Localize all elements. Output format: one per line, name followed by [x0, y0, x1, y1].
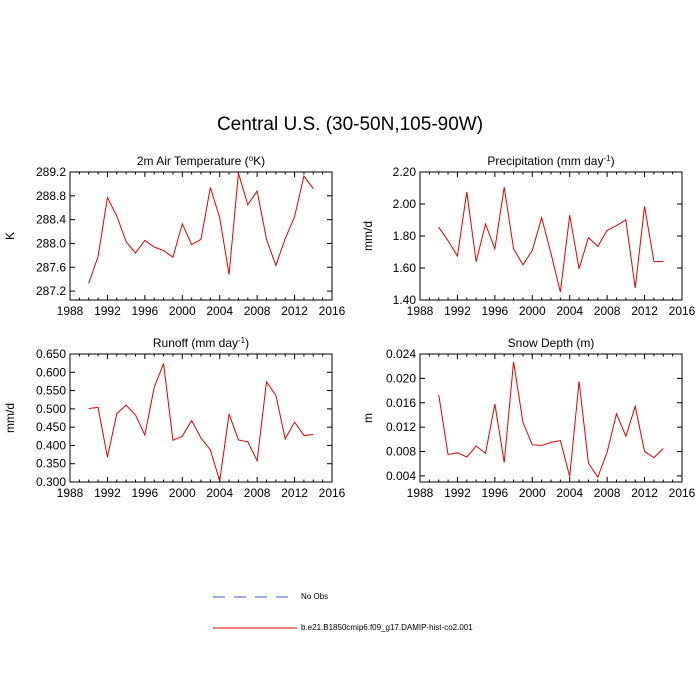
chart-1-xtick-label: 2008 — [244, 304, 271, 318]
chart-1-ytick-label: 289.2 — [36, 165, 66, 179]
chart-2-title: Precipitation (mm day-1) — [487, 154, 614, 169]
chart-4-xtick-label: 2016 — [669, 486, 696, 500]
chart-3-ytick-label: 0.600 — [36, 365, 66, 379]
chart-1-ytick-label: 288.8 — [36, 189, 66, 203]
chart-4-xtick-label: 2004 — [556, 486, 583, 500]
chart-3-series-line — [88, 363, 314, 482]
chart-1-ytick-label: 287.6 — [36, 260, 66, 274]
chart-3-xtick-label: 2000 — [169, 486, 196, 500]
chart-3-ytick-label: 0.350 — [36, 457, 66, 471]
chart-3-xtick-label: 2008 — [244, 486, 271, 500]
chart-4-xtick-label: 1992 — [444, 486, 471, 500]
chart-4-xtick-label: 2008 — [594, 486, 621, 500]
chart-3-xtick-label: 2004 — [206, 486, 233, 500]
chart-3-ytick-label: 0.300 — [36, 475, 66, 489]
chart-4-ytick-label: 0.020 — [386, 371, 416, 385]
chart-3-title: Runoff (mm day-1) — [153, 336, 249, 351]
chart-3-frame — [69, 353, 333, 483]
chart-4-series-line — [438, 361, 664, 479]
chart-2-series-line — [438, 187, 664, 293]
chart-1-ytick-label: 288.4 — [36, 213, 66, 227]
chart-2-ytick-label: 1.60 — [393, 261, 417, 275]
chart-2-xtick-label: 2000 — [519, 304, 546, 318]
chart-4-ytick-label: 0.008 — [386, 445, 416, 459]
chart-1-xtick-label: 2004 — [206, 304, 233, 318]
chart-4-frame — [419, 353, 683, 483]
chart-1-ytick-label: 288.0 — [36, 236, 66, 250]
chart-3-ytick-label: 0.450 — [36, 420, 66, 434]
chart-3-ytick-label: 0.400 — [36, 438, 66, 452]
chart-2-xtick-label: 2012 — [631, 304, 658, 318]
chart-1-ylabel: K — [3, 232, 17, 240]
chart-2-xtick-label: 2008 — [594, 304, 621, 318]
chart-4-xtick-label: 2012 — [631, 486, 658, 500]
chart-3-xtick-label: 1992 — [94, 486, 121, 500]
chart-2-xtick-label: 2016 — [669, 304, 696, 318]
chart-2-xtick-label: 1992 — [444, 304, 471, 318]
chart-1-xtick-label: 2012 — [281, 304, 308, 318]
chart-4-ylabel: m — [361, 413, 375, 423]
chart-4-ytick-label: 0.012 — [386, 420, 416, 434]
chart-2-xtick-label: 1996 — [482, 304, 509, 318]
chart-2-xtick-label: 1988 — [407, 304, 434, 318]
chart-4-xtick-label: 1988 — [407, 486, 434, 500]
chart-4-xtick-label: 2000 — [519, 486, 546, 500]
chart-4-ytick-label: 0.024 — [386, 347, 416, 361]
chart-2-ytick-label: 2.20 — [393, 165, 417, 179]
chart-1-xtick-label: 2016 — [319, 304, 346, 318]
chart-4-title: Snow Depth (m) — [508, 336, 595, 350]
chart-3-ytick-label: 0.650 — [36, 347, 66, 361]
chart-3-ylabel: mm/d — [3, 403, 17, 433]
chart-4-ytick-label: 0.016 — [386, 396, 416, 410]
chart-3-ytick-label: 0.500 — [36, 402, 66, 416]
chart-3-xtick-label: 2016 — [319, 486, 346, 500]
chart-2-frame — [419, 171, 683, 301]
chart-1-xtick-label: 1992 — [94, 304, 121, 318]
chart-1-series-line — [88, 173, 314, 284]
chart-1-xtick-label: 1996 — [132, 304, 159, 318]
chart-1-xtick-label: 2000 — [169, 304, 196, 318]
chart-2-ytick-label: 1.40 — [393, 293, 417, 307]
chart-1-xtick-label: 1988 — [57, 304, 84, 318]
chart-3-xtick-label: 1988 — [57, 486, 84, 500]
chart-4-ytick-label: 0.004 — [386, 469, 416, 483]
chart-2-xtick-label: 2004 — [556, 304, 583, 318]
chart-3-ytick-label: 0.550 — [36, 384, 66, 398]
chart-3-xtick-label: 2012 — [281, 486, 308, 500]
chart-2-ylabel: mm/d — [361, 221, 375, 251]
chart-3-xtick-label: 1996 — [132, 486, 159, 500]
chart-4-xtick-label: 1996 — [482, 486, 509, 500]
chart-2-ytick-label: 1.80 — [393, 229, 417, 243]
chart-1-ytick-label: 287.2 — [36, 284, 66, 298]
chart-2-ytick-label: 2.00 — [393, 197, 417, 211]
figure-title: Central U.S. (30-50N,105-90W) — [216, 114, 484, 135]
chart-1-frame — [69, 171, 333, 301]
chart-1-title: 2m Air Temperature (oK) — [137, 154, 265, 169]
